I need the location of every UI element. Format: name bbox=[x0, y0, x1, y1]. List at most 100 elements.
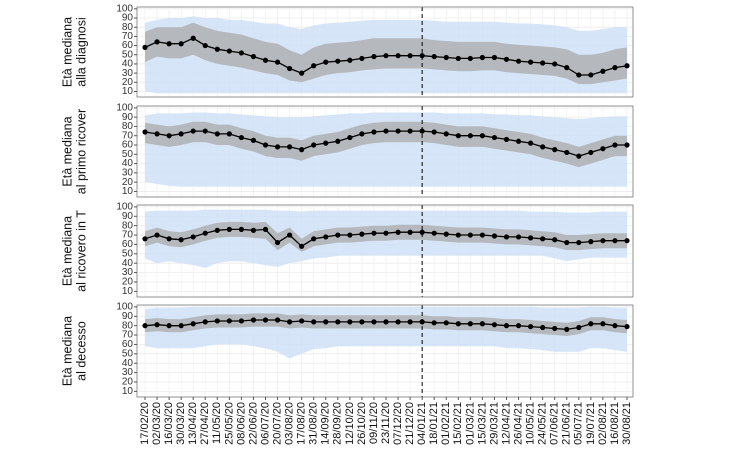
median-point bbox=[154, 39, 160, 45]
y-axis-label: Età mediana bbox=[60, 316, 74, 386]
y-tick-label: 30 bbox=[122, 68, 134, 79]
x-tick-label: 23/11/20 bbox=[380, 402, 392, 444]
y-tick-label: 40 bbox=[122, 258, 134, 269]
y-tick-label: 50 bbox=[122, 149, 134, 160]
y-tick-label: 80 bbox=[122, 22, 134, 33]
median-point bbox=[335, 138, 341, 144]
median-point bbox=[202, 128, 208, 134]
median-point bbox=[238, 134, 244, 141]
median-point bbox=[515, 323, 522, 329]
x-tick-label: 16/08/21 bbox=[609, 402, 621, 445]
median-point bbox=[407, 229, 413, 235]
median-point bbox=[395, 128, 401, 134]
y-tick-label: 20 bbox=[122, 277, 134, 288]
x-tick-label: 22/06/20 bbox=[247, 402, 259, 445]
y-tick-label: 90 bbox=[122, 112, 134, 123]
median-point bbox=[431, 320, 437, 326]
median-point bbox=[166, 41, 172, 47]
x-tick-label: 20/07/20 bbox=[271, 402, 283, 445]
x-tick-label: 30/03/20 bbox=[175, 402, 187, 445]
x-tick-label: 26/10/20 bbox=[356, 402, 368, 445]
median-point bbox=[395, 229, 401, 235]
y-tick-label: 10 bbox=[122, 86, 134, 97]
median-point bbox=[600, 238, 606, 244]
x-tick-label: 13/04/20 bbox=[187, 402, 199, 445]
median-point bbox=[371, 53, 377, 60]
median-point bbox=[323, 59, 329, 65]
median-point bbox=[311, 319, 317, 325]
median-point bbox=[214, 227, 220, 233]
median-point bbox=[226, 318, 232, 324]
median-point bbox=[455, 133, 461, 139]
median-point bbox=[166, 133, 172, 139]
median-point bbox=[142, 323, 148, 329]
median-point bbox=[588, 149, 594, 156]
x-tick-label: 12/04/21 bbox=[500, 402, 512, 445]
y-axis-label: Età mediana bbox=[60, 17, 74, 87]
median-point bbox=[347, 134, 353, 141]
x-tick-label: 18/01/21 bbox=[428, 402, 440, 445]
x-tick-label: 26/04/21 bbox=[512, 402, 524, 445]
median-point bbox=[431, 129, 437, 135]
median-point bbox=[335, 58, 341, 64]
median-point bbox=[467, 232, 473, 238]
x-tick-label: 08/06/20 bbox=[235, 402, 247, 445]
median-point bbox=[287, 232, 293, 238]
median-point bbox=[503, 234, 510, 240]
median-point bbox=[467, 133, 473, 139]
median-point bbox=[311, 142, 317, 148]
median-point bbox=[540, 324, 546, 331]
median-point bbox=[202, 230, 208, 236]
y-tick-label: 10 bbox=[122, 386, 134, 397]
y-tick-label: 30 bbox=[122, 367, 134, 378]
median-point bbox=[552, 147, 558, 153]
y-axis-label: Età mediana bbox=[60, 116, 74, 186]
median-point bbox=[347, 57, 353, 63]
x-tick-label: 12/10/20 bbox=[344, 402, 356, 445]
y-tick-label: 70 bbox=[122, 230, 134, 241]
y-tick-label: 30 bbox=[122, 167, 134, 178]
median-point bbox=[407, 128, 413, 134]
median-point bbox=[383, 53, 389, 59]
y-tick-label: 90 bbox=[122, 311, 134, 322]
median-point bbox=[178, 323, 184, 329]
x-tick-label: 21/12/20 bbox=[404, 402, 416, 445]
y-tick-label: 20 bbox=[122, 377, 134, 388]
median-point bbox=[576, 72, 582, 78]
median-point bbox=[214, 318, 220, 324]
x-tick-label: 05/07/21 bbox=[573, 402, 585, 445]
median-point bbox=[371, 230, 377, 236]
y-tick-label: 100 bbox=[116, 3, 133, 14]
median-point bbox=[455, 55, 461, 62]
median-point bbox=[515, 138, 522, 144]
median-point bbox=[612, 65, 618, 71]
y-tick-label: 30 bbox=[122, 267, 134, 278]
y-tick-label: 20 bbox=[122, 77, 134, 88]
median-point bbox=[479, 133, 485, 139]
median-point bbox=[503, 323, 510, 329]
y-tick-label: 70 bbox=[122, 31, 134, 42]
median-point bbox=[299, 147, 305, 153]
median-point bbox=[214, 46, 220, 52]
y-tick-label: 80 bbox=[122, 121, 134, 132]
median-point bbox=[479, 232, 485, 238]
median-point bbox=[503, 136, 510, 143]
median-point bbox=[528, 59, 534, 65]
median-point bbox=[515, 234, 522, 240]
median-point bbox=[431, 230, 437, 236]
x-tick-label: 01/03/21 bbox=[464, 402, 476, 445]
y-tick-label: 70 bbox=[122, 130, 134, 141]
x-tick-label: 30/08/21 bbox=[621, 402, 633, 445]
median-point bbox=[262, 317, 269, 323]
y-axis-label: al primo ricover bbox=[74, 109, 88, 194]
median-point bbox=[226, 226, 232, 233]
y-tick-label: 100 bbox=[116, 102, 133, 113]
median-point bbox=[600, 321, 606, 327]
median-point bbox=[287, 144, 293, 150]
median-point bbox=[371, 319, 377, 325]
median-point bbox=[299, 318, 305, 324]
median-point bbox=[383, 319, 389, 325]
median-point bbox=[238, 226, 244, 233]
y-tick-label: 40 bbox=[122, 358, 134, 369]
